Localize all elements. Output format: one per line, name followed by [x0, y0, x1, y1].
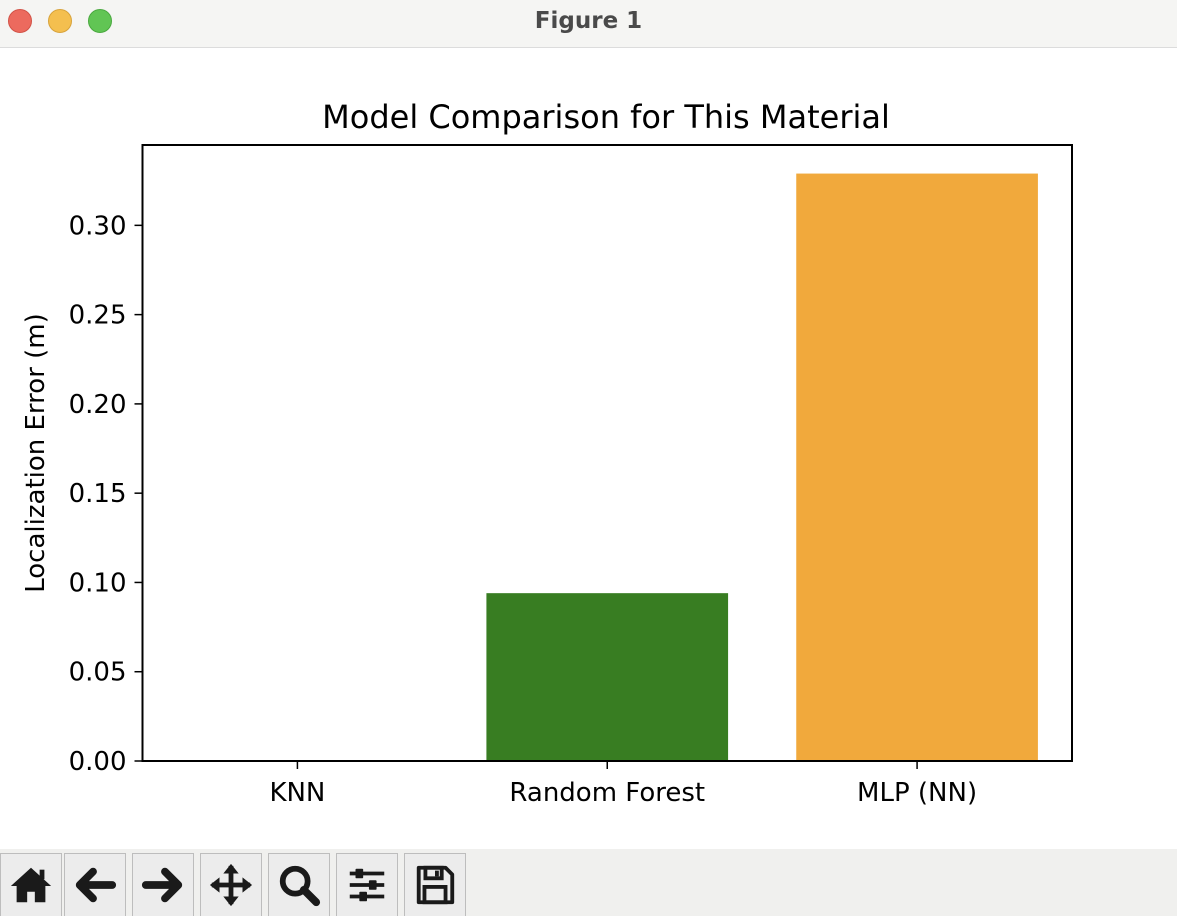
bar-chart: Model Comparison for This Material Local…: [21, 98, 1073, 808]
y-tick-label: 0.15: [69, 479, 127, 509]
forward-button[interactable]: [132, 853, 194, 916]
home-icon: [10, 867, 52, 903]
window-title: Figure 1: [534, 8, 643, 34]
x-tick-label: KNN: [269, 778, 325, 808]
plot-frame: [141, 144, 1073, 762]
y-tick-label: 0.30: [69, 211, 127, 241]
move-icon: [209, 863, 253, 907]
bar-2: [796, 173, 1038, 761]
home-button[interactable]: [0, 853, 62, 916]
zoom-button[interactable]: [268, 853, 330, 916]
x-tick-label: MLP (NN): [857, 778, 977, 808]
x-tick-label: Random Forest: [509, 778, 705, 808]
save-button[interactable]: [404, 853, 466, 916]
chart-title: Model Comparison for This Material: [322, 98, 890, 136]
y-tick-label: 0.10: [69, 568, 127, 598]
zoom-icon: [279, 865, 321, 907]
y-tick-label: 0.00: [69, 747, 127, 777]
arrow-left-icon: [75, 867, 117, 903]
y-tick-label: 0.25: [69, 301, 127, 331]
bar-1: [486, 593, 729, 761]
window-titlebar: Figure 1: [0, 0, 1177, 48]
sliders-icon: [349, 868, 385, 902]
pan-button[interactable]: [200, 853, 262, 916]
back-button[interactable]: [64, 853, 126, 916]
y-axis-label: Localization Error (m): [21, 313, 51, 593]
y-tick-label: 0.20: [69, 390, 127, 420]
navigation-toolbar: [0, 849, 1177, 916]
configure-subplots-button[interactable]: [336, 853, 398, 916]
close-window-button[interactable]: [8, 9, 32, 33]
arrow-right-icon: [141, 867, 183, 903]
save-icon: [416, 865, 455, 905]
y-tick-label: 0.05: [69, 658, 127, 688]
maximize-window-button[interactable]: [88, 9, 112, 33]
minimize-window-button[interactable]: [48, 9, 72, 33]
